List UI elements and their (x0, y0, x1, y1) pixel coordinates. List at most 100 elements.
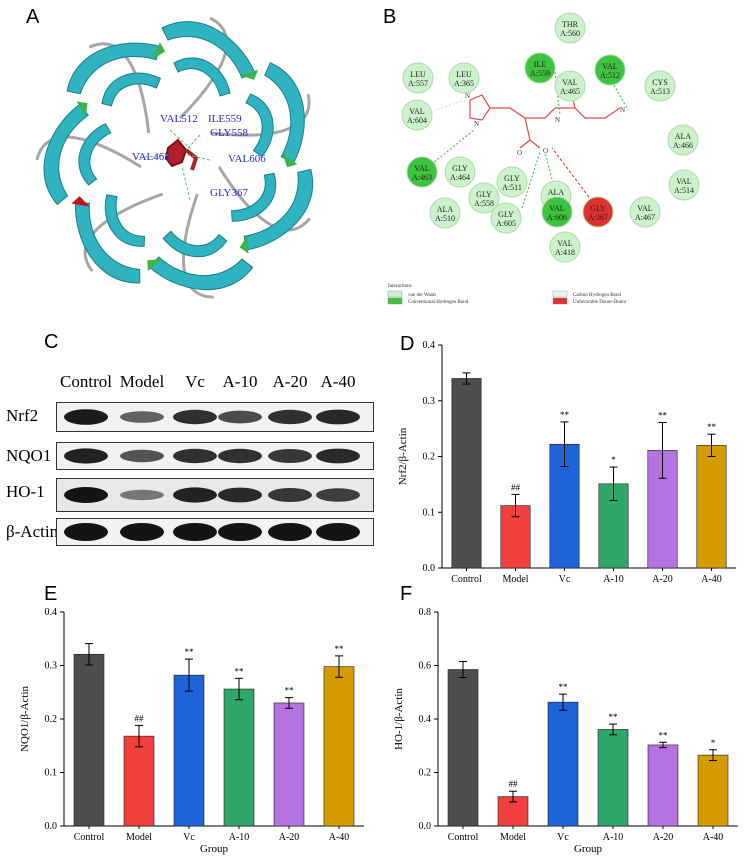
residue-id: A:367 (588, 213, 608, 222)
significance-label: ## (135, 713, 145, 723)
legend-swatch (387, 297, 403, 305)
significance-label: ** (559, 682, 569, 692)
bar (273, 702, 305, 827)
y-axis-title: NQO1/β-Actin (19, 685, 31, 752)
x-tick-label: A-40 (329, 832, 350, 843)
protein-label: β-Actin (6, 522, 59, 541)
x-tick-label: Control (74, 832, 105, 843)
significance-label: ** (285, 686, 295, 696)
residue-id: A:560 (560, 29, 580, 38)
x-axis-title: Group (200, 843, 229, 855)
blot-strip (56, 478, 374, 512)
blot-band (120, 411, 164, 423)
strand-tip (282, 153, 298, 168)
significance-label: ** (658, 410, 668, 420)
blot-band (316, 523, 360, 541)
blot-band (173, 487, 217, 503)
x-tick-label: Vc (557, 832, 569, 843)
y-tick-label: 0.3 (423, 396, 436, 407)
strand-tip (147, 258, 162, 272)
dock-residue-label: ILE559 (208, 113, 242, 125)
y-tick-label: 0.4 (45, 607, 58, 618)
residue-circle (549, 231, 581, 263)
beta-blade (71, 192, 164, 284)
svg-text:O: O (543, 147, 548, 155)
blot-band (268, 409, 312, 425)
y-tick-label: 0.8 (419, 607, 432, 618)
beta-blade (211, 62, 311, 168)
residue-circle (406, 156, 438, 188)
hbond-lines (134, 129, 211, 201)
significance-label: ## (509, 779, 519, 789)
residue-name: ALA (548, 188, 565, 197)
protein-ribbons (35, 16, 314, 299)
residue-circle (668, 169, 700, 201)
residue-name: GLY (590, 204, 606, 213)
residue-name: VAL (549, 204, 565, 213)
residue-circle (468, 182, 500, 214)
dock-residue-label: VAL606 (228, 153, 266, 165)
x-tick-label: Vc (559, 574, 571, 585)
bar (451, 378, 482, 569)
beta-blade (147, 193, 254, 299)
protein-label: NQO1 (6, 446, 52, 465)
y-tick-label: 0.4 (423, 340, 436, 351)
bar (73, 653, 105, 827)
x-tick-label: Model (500, 832, 526, 843)
significance-label: ** (335, 644, 345, 654)
blot-strip (56, 442, 374, 470)
residue-name: GLY (498, 210, 514, 219)
dock-residue-label: VAL463 (132, 151, 170, 163)
strand-tip (76, 101, 88, 118)
loop-coil (217, 166, 311, 232)
significance-label: ** (560, 410, 570, 420)
blot-strip (56, 402, 374, 432)
residue-id: A:513 (650, 87, 670, 96)
panel-label-c: C (44, 331, 59, 353)
bar (697, 754, 729, 827)
svg-text:N: N (555, 116, 560, 124)
bar (547, 701, 579, 827)
ligand-skeleton (469, 94, 621, 149)
chart-ho1: 0.0 0.2 0.4 0.6 0.8 Control ## Model ** Vc ** A-10 *… (393, 607, 738, 855)
beta-blade (217, 166, 314, 254)
lane-label: Model (119, 372, 165, 391)
chart-nqo1: 0.0 0.1 0.2 0.3 0.4 Control ## Model ** Vc ** A-10 *… (19, 607, 364, 855)
svg-text:N: N (465, 92, 470, 100)
chart-nrf2: 0.0 0.1 0.2 0.3 0.4 Control ## Model ** Vc * A-10 **… (397, 340, 736, 585)
panel-label-d: D (400, 333, 415, 355)
x-tick-label: A-40 (703, 832, 724, 843)
x-tick-label: Control (448, 832, 479, 843)
strand-tip (239, 234, 249, 254)
residue-id: A:365 (454, 79, 474, 88)
residue-id: A:558 (474, 199, 494, 208)
x-tick-label: Model (502, 574, 528, 585)
x-axis-title: Group (574, 843, 603, 855)
blot-band (64, 523, 108, 541)
bar (223, 688, 255, 827)
svg-text:N: N (620, 106, 625, 114)
beta-strand-outer (43, 103, 89, 206)
residue-id: A:604 (407, 116, 427, 125)
loop-coil (182, 193, 214, 299)
loop-coil (83, 192, 164, 273)
residue-circle (582, 196, 614, 228)
blot-band (268, 488, 312, 502)
interaction-map: NNN NOOO THRA:560LEUA:557LEUA:365ILEA:55… (387, 12, 700, 305)
y-tick-label: 0.4 (419, 714, 432, 725)
residue-circle (402, 62, 434, 94)
bar (323, 666, 355, 827)
blot-band (173, 409, 217, 425)
blot-band (64, 487, 108, 503)
y-tick-label: 0.0 (45, 821, 58, 832)
residue-id: A:514 (674, 186, 694, 195)
legend-swatch (552, 290, 568, 298)
residue-circle (496, 166, 528, 198)
residue-name: VAL (637, 204, 653, 213)
